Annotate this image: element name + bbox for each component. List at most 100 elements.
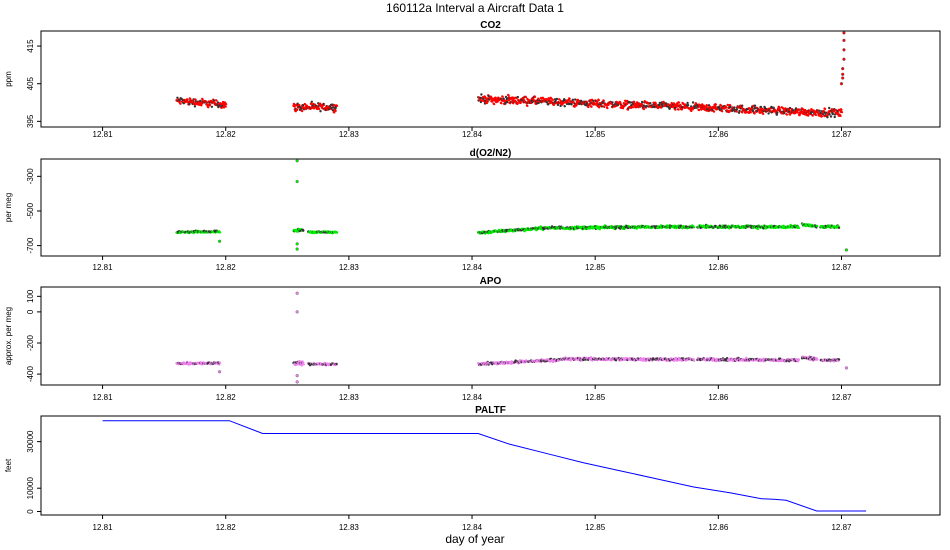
x-tick-label: 12.82 xyxy=(216,393,237,402)
co2-point xyxy=(706,104,709,107)
x-tick-label: 12.82 xyxy=(216,263,237,272)
co2-point xyxy=(585,102,589,105)
co2-point xyxy=(611,103,614,106)
apo-point xyxy=(816,358,819,361)
co2-point xyxy=(506,100,509,104)
co2-point xyxy=(201,98,204,101)
co2-point xyxy=(555,97,559,101)
o2n2-point xyxy=(295,242,299,246)
co2-point xyxy=(782,111,786,115)
co2-point xyxy=(561,103,564,106)
co2-point xyxy=(603,100,605,102)
x-tick-label: 12.87 xyxy=(831,523,852,532)
co2-point xyxy=(547,103,550,106)
o2n2-point xyxy=(295,159,299,163)
y-tick-label: 10000 xyxy=(26,477,35,500)
co2-point xyxy=(318,108,321,111)
x-tick-label: 12.81 xyxy=(93,130,114,139)
y-axis-label: approx. per meg xyxy=(4,307,13,365)
apo-point xyxy=(301,364,303,367)
co2-point xyxy=(654,102,657,105)
co2-point xyxy=(571,98,575,102)
co2-point xyxy=(842,57,846,61)
x-tick-label: 12.85 xyxy=(585,263,606,272)
co2-point xyxy=(700,108,703,111)
co2-point xyxy=(493,103,496,106)
co2-point xyxy=(649,102,652,105)
co2-point xyxy=(668,107,671,110)
x-tick-label: 12.85 xyxy=(585,523,606,532)
co2-point xyxy=(679,104,682,107)
co2-point xyxy=(301,103,305,107)
o2n2-point xyxy=(336,231,339,234)
co2-point xyxy=(713,110,716,113)
co2-point xyxy=(334,110,337,112)
co2-point xyxy=(622,107,625,110)
x-tick-label: 12.84 xyxy=(462,393,483,402)
co2-point xyxy=(481,99,484,102)
o2n2-point xyxy=(219,231,222,234)
apo-point xyxy=(295,363,298,366)
x-tick-label: 12.83 xyxy=(339,263,360,272)
co2-point xyxy=(194,99,197,101)
x-tick-label: 12.86 xyxy=(708,130,729,139)
co2-point xyxy=(686,104,690,107)
co2-point xyxy=(573,105,576,108)
co2-point xyxy=(568,97,571,100)
plot-frame xyxy=(40,30,941,128)
co2-point xyxy=(824,108,827,111)
co2-point xyxy=(487,94,490,98)
co2-point xyxy=(479,96,482,100)
co2-point xyxy=(733,106,736,109)
co2-point xyxy=(501,95,504,98)
co2-point xyxy=(807,114,810,117)
co2-point xyxy=(606,107,609,110)
co2-point xyxy=(331,103,334,106)
co2-point xyxy=(587,106,590,109)
x-tick-label: 12.85 xyxy=(585,393,606,402)
x-axis-label: day of year xyxy=(445,532,504,546)
co2-point xyxy=(301,110,304,113)
co2-point xyxy=(661,105,664,108)
y-tick-label: -500 xyxy=(26,202,35,219)
co2-point xyxy=(643,108,645,111)
co2-point xyxy=(717,105,721,109)
co2-point xyxy=(513,97,516,100)
y-tick-label: 0 xyxy=(26,509,35,514)
o2n2-point xyxy=(535,229,538,232)
co2-point xyxy=(192,98,195,101)
co2-point xyxy=(545,101,549,104)
co2-point xyxy=(833,110,836,113)
y-tick-label: 0 xyxy=(26,309,35,314)
x-tick-label: 12.82 xyxy=(216,523,237,532)
co2-point xyxy=(559,104,562,108)
y-tick-label: 405 xyxy=(26,76,35,90)
co2-point xyxy=(336,105,339,107)
co2-point xyxy=(525,96,528,99)
co2-point xyxy=(570,103,573,106)
co2-point xyxy=(821,115,823,118)
co2-point xyxy=(198,104,201,106)
co2-point xyxy=(516,102,519,105)
co2-point xyxy=(552,99,554,101)
co2-point xyxy=(831,112,834,116)
co2-point xyxy=(225,103,228,106)
co2-point xyxy=(179,102,182,105)
plot-frame xyxy=(40,286,941,386)
co2-point xyxy=(824,111,828,114)
co2-point xyxy=(584,103,587,107)
co2-point xyxy=(579,99,583,103)
co2-point xyxy=(660,106,663,109)
x-tick-label: 12.83 xyxy=(339,393,360,402)
co2-point xyxy=(690,110,693,113)
co2-point xyxy=(201,102,204,105)
figure-title: 160112a Interval a Aircraft Data 1 xyxy=(386,1,564,15)
co2-point xyxy=(629,101,632,104)
co2-point xyxy=(563,105,566,108)
panel-title: CO2 xyxy=(480,20,501,31)
co2-point xyxy=(220,107,223,109)
co2-point xyxy=(193,105,197,108)
co2-point xyxy=(789,113,792,116)
